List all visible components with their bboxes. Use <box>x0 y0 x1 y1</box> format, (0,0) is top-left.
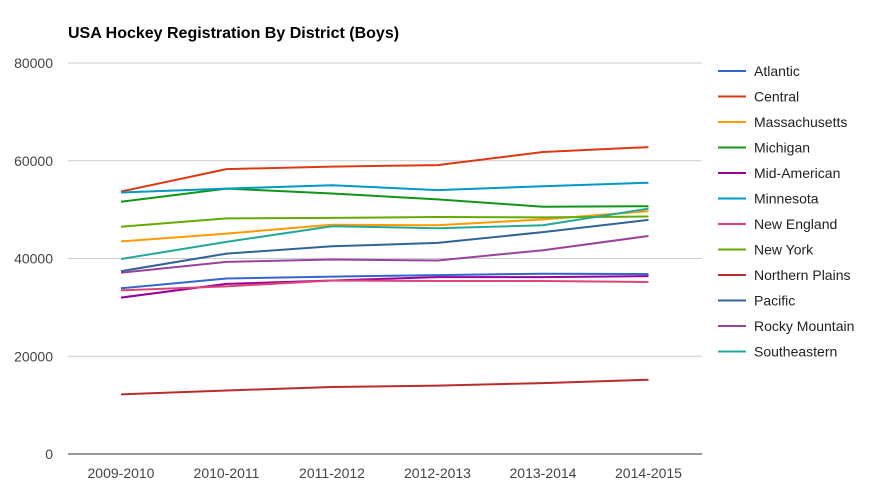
legend-label: Minnesota <box>754 191 819 207</box>
legend-label: Pacific <box>754 293 795 309</box>
series-line-minnesota[interactable] <box>120 181 649 194</box>
legend-label: Massachusetts <box>754 114 847 130</box>
y-tick-label: 60000 <box>14 153 53 169</box>
x-tick-label: 2012-2013 <box>404 465 471 481</box>
gridlines <box>68 62 702 455</box>
y-tick-label: 20000 <box>14 348 53 364</box>
legend-label: Michigan <box>754 140 810 156</box>
series-line-atlantic[interactable] <box>120 272 649 290</box>
y-tick-label: 0 <box>45 446 53 462</box>
legend-item[interactable]: Mid-American <box>718 165 840 181</box>
legend-label: New York <box>754 242 814 258</box>
x-tick-label: 2011-2012 <box>299 465 365 481</box>
series-line-michigan[interactable] <box>120 187 649 208</box>
y-axis: 0 20000 40000 60000 80000 <box>14 55 53 462</box>
legend-label: Atlantic <box>754 63 800 79</box>
legend-item[interactable]: Minnesota <box>718 191 819 207</box>
legend-label: Rocky Mountain <box>754 318 854 334</box>
x-tick-label: 2014-2015 <box>615 465 682 481</box>
legend-label: Southeastern <box>754 344 837 360</box>
legend-item[interactable]: Southeastern <box>718 344 837 360</box>
series-lines <box>120 146 649 396</box>
legend-item[interactable]: Rocky Mountain <box>718 318 854 334</box>
y-tick-label: 80000 <box>14 55 53 71</box>
series-line-new-york[interactable] <box>120 215 649 228</box>
legend-item[interactable]: New England <box>718 216 837 232</box>
legend-item[interactable]: New York <box>718 242 814 258</box>
x-tick-label: 2009-2010 <box>88 465 155 481</box>
series-line-northern-plains[interactable] <box>120 378 649 396</box>
series-line-rocky-mountain[interactable] <box>120 235 649 274</box>
legend-item[interactable]: Michigan <box>718 140 810 156</box>
legend-item[interactable]: Central <box>718 89 799 105</box>
legend-label: Mid-American <box>754 165 840 181</box>
legend-label: Northern Plains <box>754 267 851 283</box>
series-line-pacific[interactable] <box>120 218 649 273</box>
series-line-central[interactable] <box>120 146 649 193</box>
x-tick-label: 2010-2011 <box>194 465 260 481</box>
series-line-southeastern[interactable] <box>120 207 649 260</box>
x-tick-label: 2013-2014 <box>510 465 577 481</box>
legend: Atlantic Central Massachusetts Michigan Mid-… <box>718 63 854 360</box>
legend-item[interactable]: Pacific <box>718 293 795 309</box>
y-tick-label: 40000 <box>14 251 53 267</box>
series-line-new-england[interactable] <box>120 279 649 292</box>
legend-label: New England <box>754 216 837 232</box>
legend-item[interactable]: Atlantic <box>718 63 800 79</box>
legend-item[interactable]: Massachusetts <box>718 114 847 130</box>
legend-item[interactable]: Northern Plains <box>718 267 851 283</box>
chart-title: USA Hockey Registration By District (Boy… <box>68 25 399 42</box>
x-axis: 2009-2010 2010-2011 2011-2012 2012-2013 2013… <box>88 465 683 481</box>
legend-label: Central <box>754 89 799 105</box>
